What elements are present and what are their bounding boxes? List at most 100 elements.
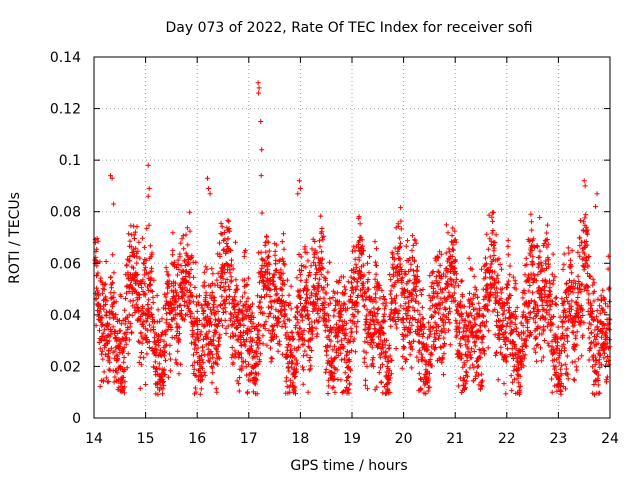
data-point <box>282 262 288 268</box>
data-point <box>576 279 582 284</box>
data-point <box>305 286 311 292</box>
data-point <box>279 324 285 329</box>
data-point <box>452 269 458 274</box>
data-point <box>262 326 268 332</box>
data-point <box>206 328 212 334</box>
data-point <box>593 358 599 364</box>
data-point <box>397 264 403 270</box>
data-point <box>207 292 213 298</box>
data-point <box>107 331 113 337</box>
data-point <box>411 258 417 264</box>
data-point <box>546 257 552 263</box>
data-point <box>270 327 276 333</box>
data-point <box>299 268 305 273</box>
data-point <box>397 256 403 262</box>
data-point <box>235 301 241 307</box>
data-point <box>453 258 458 264</box>
data-point <box>553 302 559 308</box>
data-point <box>594 324 600 330</box>
data-point <box>512 321 518 327</box>
data-point <box>544 237 550 242</box>
data-point <box>200 365 205 371</box>
x-tick-label: 17 <box>240 431 258 447</box>
data-point <box>344 320 349 326</box>
data-point <box>188 292 194 298</box>
data-point <box>152 359 158 365</box>
data-point <box>304 277 310 283</box>
data-point <box>266 248 272 254</box>
data-point <box>208 340 214 346</box>
data-point <box>361 248 366 254</box>
data-point <box>211 342 217 348</box>
data-point <box>580 332 586 338</box>
data-point <box>193 259 199 265</box>
data-point <box>174 328 180 334</box>
data-point <box>285 342 291 347</box>
data-point <box>415 264 420 270</box>
data-point <box>135 248 141 254</box>
data-point <box>427 273 433 279</box>
data-point <box>268 345 273 351</box>
data-point <box>209 341 215 347</box>
data-point <box>558 366 564 372</box>
data-point <box>201 324 207 330</box>
data-point <box>343 287 349 293</box>
data-point <box>399 365 405 371</box>
data-point <box>362 382 368 388</box>
data-point <box>294 368 299 374</box>
data-point <box>123 335 129 341</box>
data-point <box>312 284 318 290</box>
data-point <box>157 318 163 324</box>
data-point <box>366 286 372 292</box>
data-point <box>345 279 351 285</box>
data-point <box>127 324 133 330</box>
data-point <box>558 381 564 386</box>
data-point <box>592 362 598 368</box>
data-point <box>598 362 604 368</box>
data-point <box>433 274 439 280</box>
data-point <box>203 264 209 270</box>
data-point <box>146 222 152 228</box>
data-point <box>374 384 380 390</box>
data-point <box>506 278 512 284</box>
data-point <box>209 310 214 316</box>
data-point <box>195 322 201 327</box>
data-point <box>255 371 261 377</box>
data-point <box>409 291 415 297</box>
data-point <box>420 354 426 360</box>
data-point <box>160 305 166 311</box>
data-point <box>475 294 481 300</box>
data-point <box>447 320 453 326</box>
data-point <box>507 272 513 278</box>
data-point <box>437 333 443 339</box>
data-point <box>387 317 393 322</box>
data-point <box>591 298 597 304</box>
data-point <box>256 328 262 334</box>
data-point <box>408 266 414 272</box>
data-point <box>490 218 495 224</box>
data-point <box>199 377 205 383</box>
data-point <box>435 324 441 329</box>
data-point <box>376 285 382 291</box>
data-point <box>118 388 124 394</box>
data-point <box>167 342 173 348</box>
data-point <box>474 364 480 370</box>
data-point <box>242 247 248 253</box>
data-point <box>124 365 130 371</box>
data-point <box>443 250 449 256</box>
data-point <box>549 344 555 350</box>
data-point <box>311 287 317 293</box>
data-point <box>513 281 519 287</box>
data-point <box>540 278 546 284</box>
data-point <box>259 305 265 311</box>
data-point <box>179 307 184 313</box>
data-point <box>215 270 221 276</box>
data-point <box>564 353 570 359</box>
data-point <box>209 380 215 386</box>
data-point <box>195 327 201 332</box>
data-point <box>129 329 135 335</box>
data-point <box>263 261 269 267</box>
data-point <box>372 284 378 290</box>
data-point <box>601 341 607 347</box>
data-point <box>463 381 469 387</box>
